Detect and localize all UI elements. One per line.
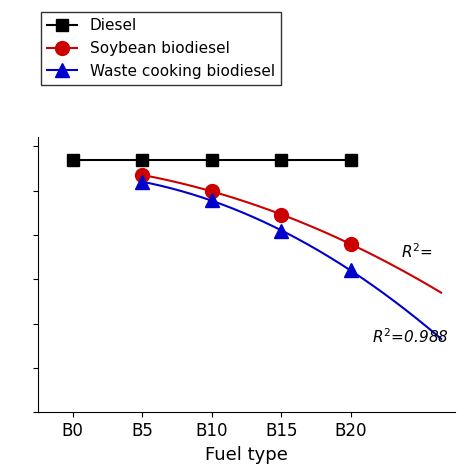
- X-axis label: Fuel type: Fuel type: [205, 446, 288, 464]
- Text: $R^2$=: $R^2$=: [401, 243, 433, 261]
- Legend: Diesel, Soybean biodiesel, Waste cooking biodiesel: Diesel, Soybean biodiesel, Waste cooking…: [41, 12, 281, 85]
- Text: $R^2$=0.988: $R^2$=0.988: [372, 328, 448, 346]
